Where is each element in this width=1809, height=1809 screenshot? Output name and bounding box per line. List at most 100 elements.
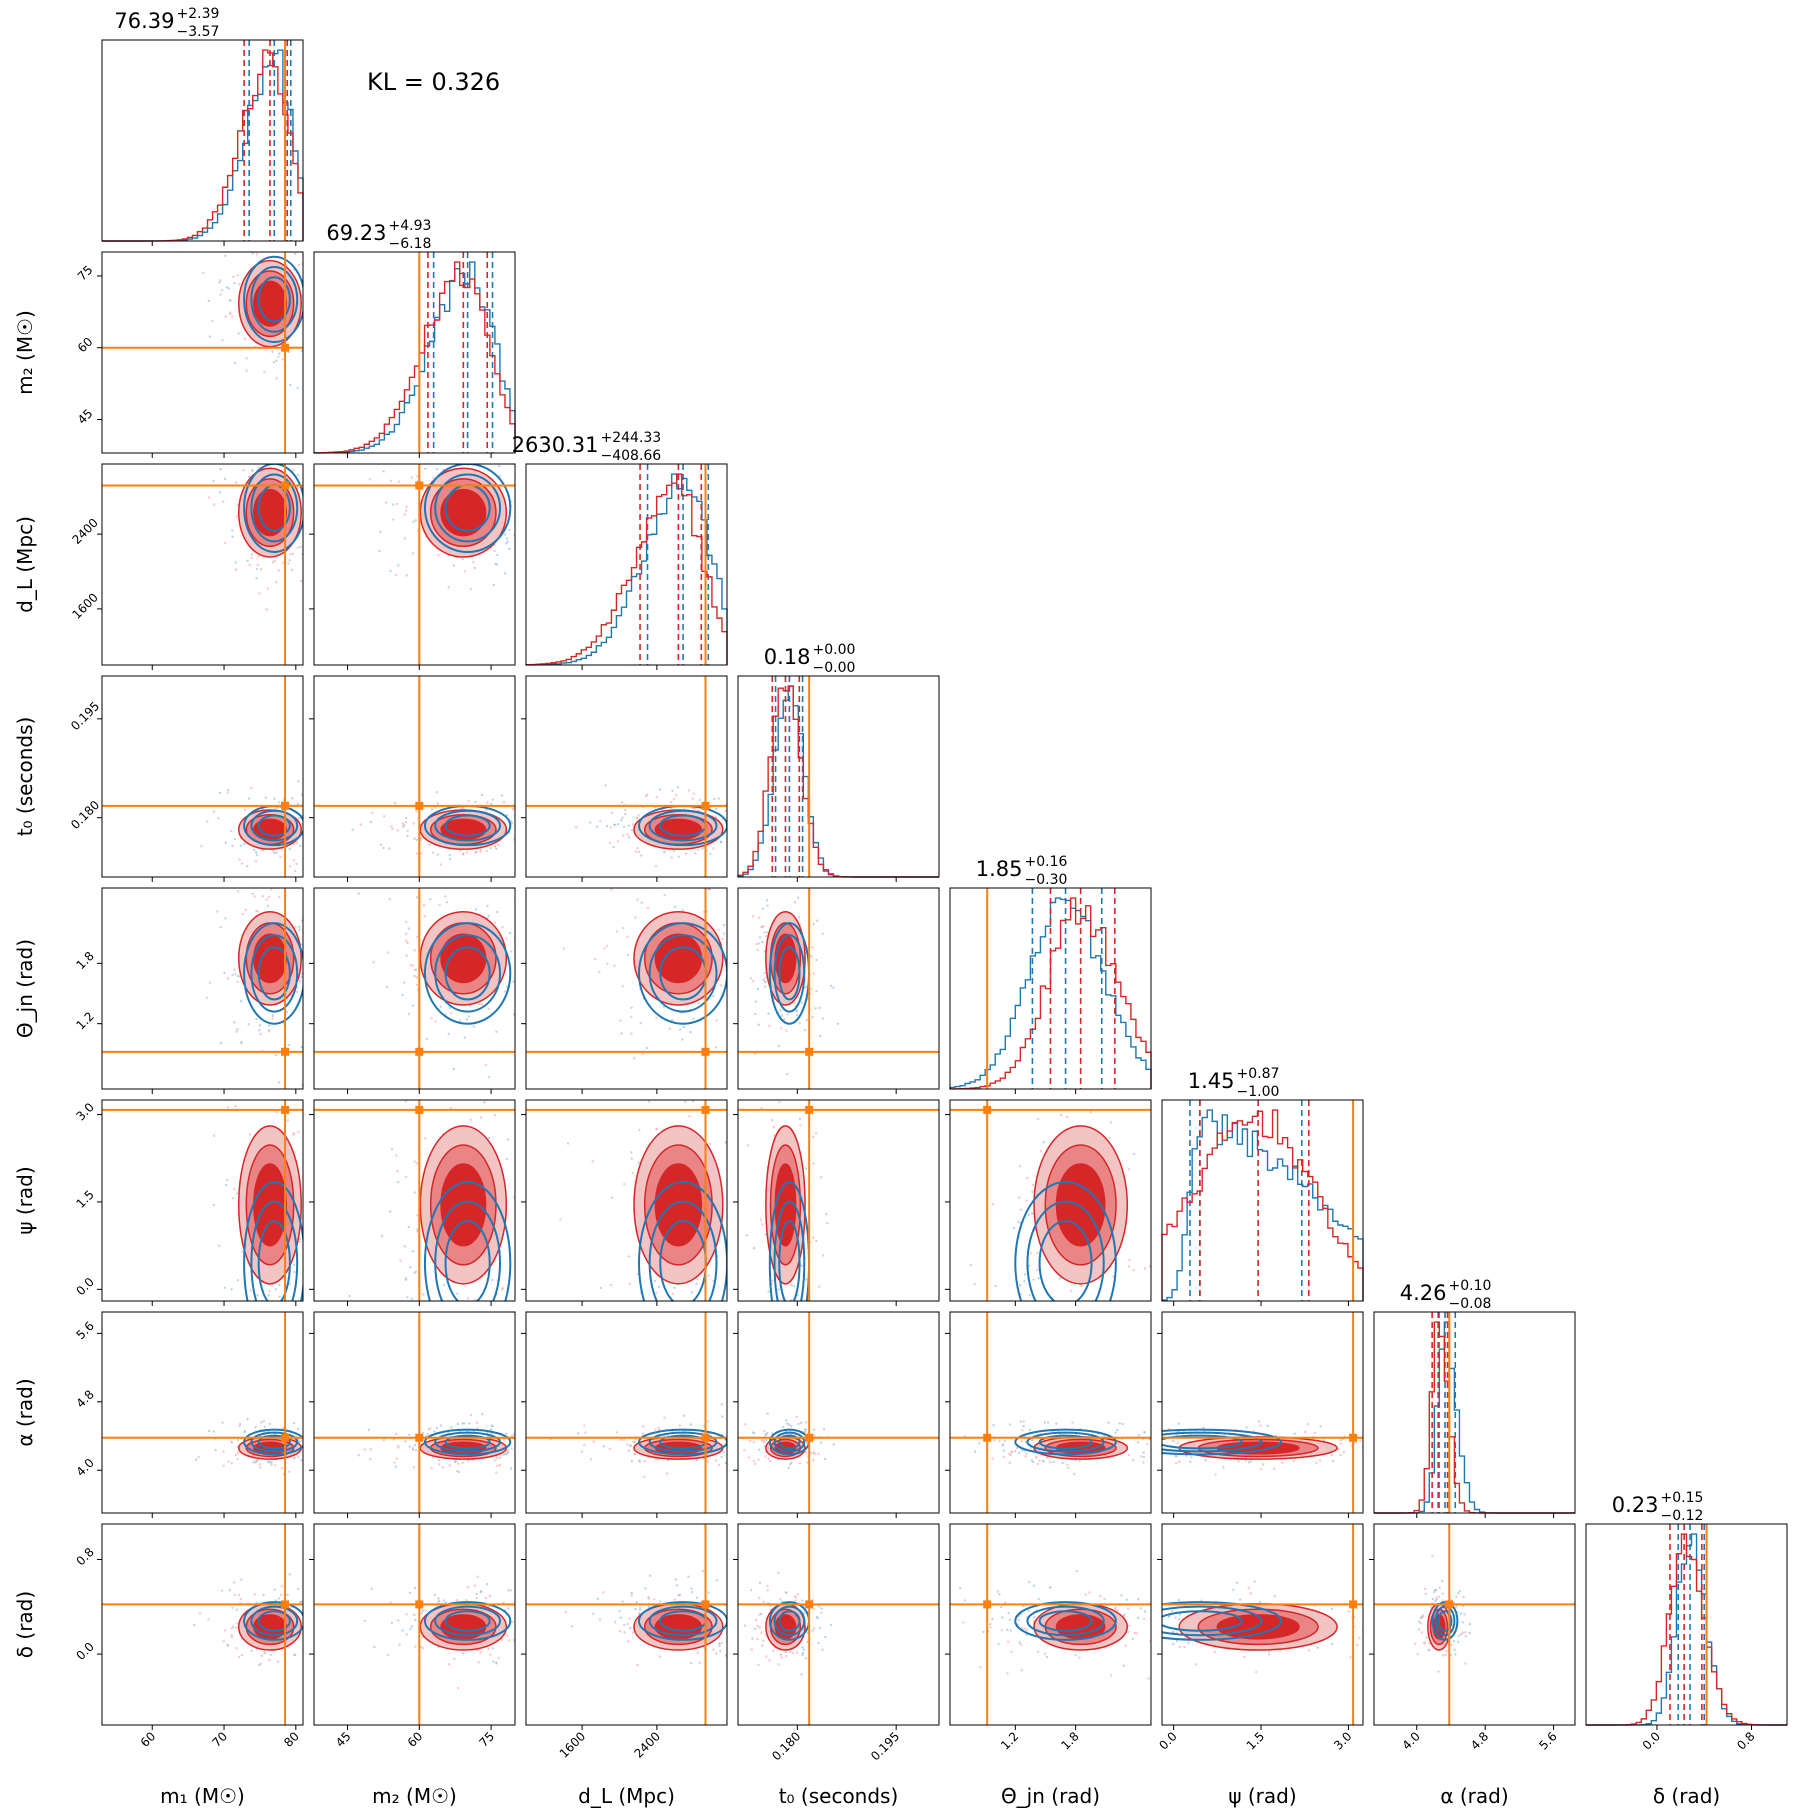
panel-frame: [525, 1099, 728, 1302]
sample-point: [789, 1463, 792, 1466]
sample-point: [608, 1447, 612, 1450]
sample-point: [308, 1452, 310, 1454]
sample-point: [495, 1030, 498, 1033]
sample-point: [1061, 1461, 1064, 1465]
pair-panel-m2-theta: [313, 847, 545, 1090]
sample-point: [813, 1607, 816, 1611]
sample-point: [267, 895, 271, 899]
sample-point: [228, 1588, 232, 1592]
sample-point: [744, 806, 746, 808]
sample-point: [268, 1290, 271, 1293]
sample-point: [212, 1430, 216, 1433]
sample-point: [412, 822, 415, 825]
sample-point: [252, 1461, 255, 1464]
truth-marker: [415, 801, 424, 810]
sample-point: [307, 832, 309, 834]
sample-point: [562, 1203, 564, 1205]
sample-point: [1062, 1403, 1064, 1405]
sample-point: [304, 1232, 306, 1234]
sample-point: [744, 1440, 746, 1442]
pair-contents: [738, 1524, 939, 1725]
panel-frame: [1161, 1311, 1364, 1514]
sample-point: [384, 501, 388, 504]
sample-point: [692, 792, 695, 795]
sample-point: [543, 847, 545, 849]
sample-point: [1036, 1268, 1039, 1272]
sample-point: [327, 587, 329, 589]
sample-point: [254, 859, 258, 863]
sample-point: [501, 1057, 503, 1059]
sample-point: [629, 1626, 632, 1630]
contour-a: [250, 266, 299, 333]
sample-point: [269, 406, 271, 408]
sample-point: [241, 912, 244, 916]
sample-point: [305, 473, 307, 475]
sample-point: [1399, 1442, 1401, 1444]
sample-point: [627, 1640, 630, 1643]
pair-contents: [950, 1312, 1151, 1513]
sample-point: [992, 1424, 995, 1427]
sample-point: [389, 569, 392, 572]
hist-series-a: [1161, 1109, 1364, 1301]
sample-point: [424, 467, 427, 470]
panel-frame: [1373, 1311, 1576, 1514]
sample-point: [815, 989, 818, 993]
sample-point: [785, 1654, 788, 1658]
sample-point: [333, 295, 335, 297]
sample-point: [307, 1447, 309, 1449]
sample-point: [293, 1653, 296, 1656]
contour-a: [638, 1181, 727, 1301]
sample-point: [382, 815, 386, 818]
sample-point: [277, 355, 280, 359]
sample-point: [643, 1459, 647, 1463]
sample-point: [438, 903, 441, 906]
sample-point: [511, 1338, 513, 1340]
sample-point: [1118, 1422, 1121, 1425]
sample-point: [280, 1467, 284, 1470]
sample-point: [493, 1459, 497, 1462]
sample-point: [473, 1584, 477, 1587]
sample-point: [821, 1254, 825, 1257]
sample-point: [256, 1305, 258, 1307]
sample-point: [405, 816, 408, 820]
contour-a: [778, 1434, 801, 1450]
sample-point: [348, 1294, 351, 1298]
sample-point: [275, 581, 278, 584]
sample-point: [603, 947, 606, 950]
sample-point: [319, 478, 321, 480]
sample-point: [297, 925, 301, 929]
sample-point: [1024, 1455, 1027, 1458]
sample-point: [774, 1350, 776, 1352]
sample-point: [591, 1160, 594, 1163]
sample-point: [531, 828, 533, 830]
sample-point: [657, 1458, 660, 1461]
sample-point: [757, 1393, 759, 1395]
sample-point: [309, 556, 311, 558]
sample-point: [744, 1423, 747, 1426]
sample-point: [1202, 1426, 1205, 1430]
sample-point: [336, 1343, 338, 1345]
sample-point: [627, 824, 631, 827]
sample-point: [309, 1456, 311, 1458]
sample-point: [1097, 1055, 1099, 1057]
sample-point: [403, 513, 406, 516]
sample-point: [211, 319, 214, 323]
sample-point: [297, 780, 300, 783]
sample-point: [1244, 1459, 1248, 1462]
sample-point: [547, 487, 549, 489]
sample-point: [422, 1293, 425, 1296]
sample-point: [610, 888, 613, 891]
sample-point: [729, 1636, 731, 1638]
sample-point: [751, 979, 755, 983]
sample-point: [249, 1289, 252, 1292]
hist-panel-m2: 69.23 +4.93−6.18: [313, 218, 516, 454]
sample-point: [519, 1454, 521, 1456]
panel-frame: [737, 675, 940, 878]
sample-point: [414, 1645, 417, 1648]
sample-point: [232, 1625, 235, 1628]
sample-point: [521, 1632, 523, 1634]
sample-point: [273, 559, 276, 563]
sample-point: [791, 871, 793, 873]
sample-point: [388, 1210, 392, 1213]
contour-a: [257, 1220, 291, 1301]
